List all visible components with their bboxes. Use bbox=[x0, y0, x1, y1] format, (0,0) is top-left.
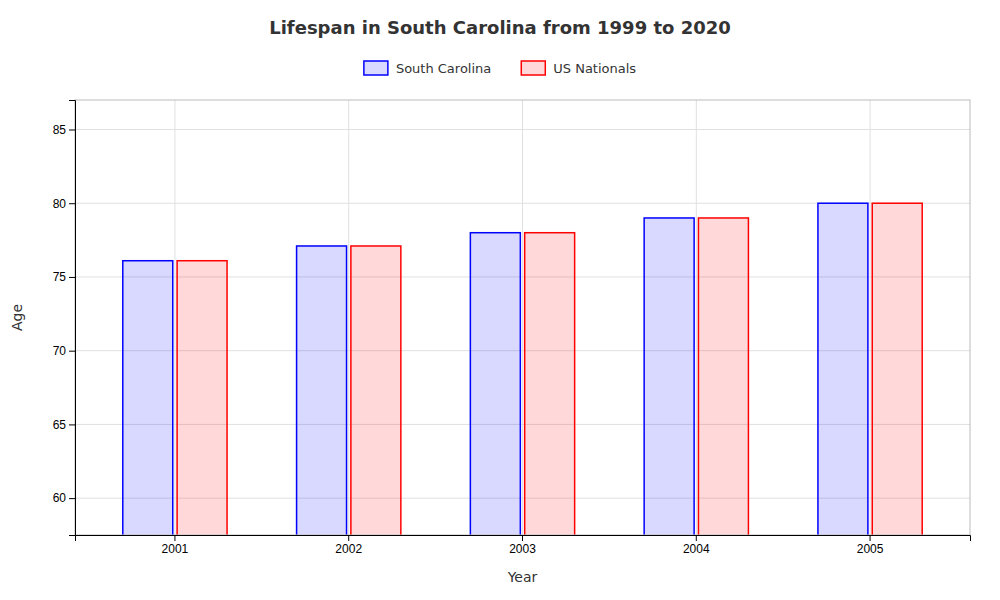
chart: Lifespan in South Carolina from 1999 to … bbox=[0, 0, 1000, 600]
tick: 2001 bbox=[162, 535, 189, 556]
bar bbox=[351, 246, 401, 535]
tick-label: 2001 bbox=[162, 542, 189, 556]
tick: 85 bbox=[53, 123, 75, 137]
tick: 2003 bbox=[509, 535, 536, 556]
bar bbox=[177, 261, 227, 535]
plot: 2001 2002 2003 2004 2005 60 65 70 75 80 85 bbox=[53, 100, 971, 600]
tick: 2005 bbox=[857, 535, 884, 556]
bar bbox=[470, 233, 520, 535]
grid-line-x bbox=[696, 100, 697, 535]
tick-mark bbox=[69, 129, 75, 130]
bar bbox=[525, 233, 575, 535]
legend-item: US Nationals bbox=[521, 61, 636, 76]
series bbox=[123, 203, 868, 535]
tick: 60 bbox=[53, 491, 75, 505]
tick-mark bbox=[696, 535, 697, 541]
tick-label: 2004 bbox=[683, 542, 710, 556]
tick-mark bbox=[69, 351, 75, 352]
tick-label: 60 bbox=[53, 491, 67, 505]
tick-mark bbox=[870, 535, 871, 541]
legend-swatch bbox=[364, 61, 388, 75]
plot-frame bbox=[75, 100, 970, 535]
grid-line-x bbox=[522, 100, 523, 535]
tick: 65 bbox=[53, 418, 75, 432]
x-axis-title: Year bbox=[507, 569, 538, 585]
bars bbox=[123, 203, 922, 535]
grid-line-x bbox=[174, 100, 175, 535]
tick: 2002 bbox=[335, 535, 362, 556]
grid-line-x bbox=[348, 100, 349, 535]
y-axis-title: Age bbox=[9, 304, 25, 331]
bar bbox=[698, 218, 748, 535]
tick-mark bbox=[174, 535, 175, 541]
series bbox=[177, 203, 922, 535]
tick-mark bbox=[69, 203, 75, 204]
tick-label: 75 bbox=[53, 270, 67, 284]
tick: 75 bbox=[53, 270, 75, 284]
legend-swatch bbox=[521, 61, 545, 75]
tick: 70 bbox=[53, 344, 75, 358]
y-axis: 60 65 70 75 80 85 bbox=[53, 101, 76, 536]
legend-item: South Carolina bbox=[364, 61, 491, 76]
axis-domain bbox=[76, 536, 971, 542]
tick-label: 2003 bbox=[509, 542, 536, 556]
bar bbox=[644, 218, 694, 535]
tick-mark bbox=[348, 535, 349, 541]
x-axis: 2001 2002 2003 2004 2005 bbox=[76, 535, 971, 556]
legend: South Carolina US Nationals bbox=[364, 61, 636, 76]
tick-mark bbox=[69, 498, 75, 499]
tick-label: 80 bbox=[53, 197, 67, 211]
bar bbox=[872, 203, 922, 535]
grid-line-x bbox=[870, 100, 871, 535]
tick-label: 65 bbox=[53, 418, 67, 432]
legend-label: South Carolina bbox=[396, 61, 491, 76]
tick-label: 70 bbox=[53, 344, 67, 358]
bar bbox=[818, 203, 868, 535]
legend-label: US Nationals bbox=[553, 61, 636, 76]
tick-mark bbox=[522, 535, 523, 541]
title: Lifespan in South Carolina from 1999 to … bbox=[269, 17, 731, 38]
bar bbox=[297, 246, 347, 535]
bar bbox=[123, 261, 173, 535]
axis-domain bbox=[69, 101, 76, 536]
tick-label: 2005 bbox=[857, 542, 884, 556]
tick-label: 85 bbox=[53, 123, 67, 137]
tick-label: 2002 bbox=[335, 542, 362, 556]
tick: 80 bbox=[53, 197, 75, 211]
tick-mark bbox=[69, 424, 75, 425]
tick-mark bbox=[69, 277, 75, 278]
tick: 2004 bbox=[683, 535, 710, 556]
